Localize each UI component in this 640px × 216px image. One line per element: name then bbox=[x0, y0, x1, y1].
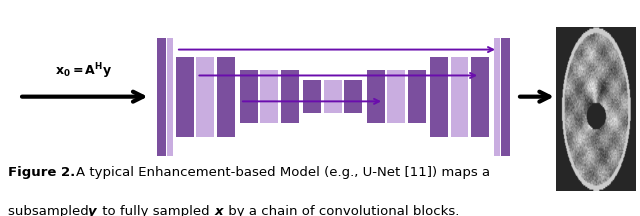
Text: by a chain of convolutional blocks.: by a chain of convolutional blocks. bbox=[224, 205, 460, 216]
Bar bbox=[176, 57, 194, 137]
Bar bbox=[281, 70, 299, 123]
Text: $\mathbf{x_0 = A^H y}$: $\mathbf{x_0 = A^H y}$ bbox=[54, 61, 112, 81]
Bar bbox=[157, 38, 166, 156]
Bar bbox=[408, 70, 426, 123]
Bar bbox=[217, 57, 235, 137]
Bar bbox=[324, 80, 342, 113]
Bar bbox=[501, 38, 510, 156]
Text: x: x bbox=[214, 205, 223, 216]
Text: to fully sampled: to fully sampled bbox=[98, 205, 214, 216]
Bar bbox=[303, 80, 321, 113]
Bar bbox=[167, 38, 173, 156]
Bar bbox=[430, 57, 448, 137]
Bar bbox=[367, 70, 385, 123]
Bar bbox=[451, 57, 468, 137]
Text: subsampled: subsampled bbox=[8, 205, 93, 216]
Bar bbox=[196, 57, 214, 137]
Bar bbox=[471, 57, 489, 137]
Bar bbox=[387, 70, 405, 123]
Bar bbox=[344, 80, 362, 113]
Bar bbox=[260, 70, 278, 123]
Text: Enhancement-Based Model: U-Net: Enhancement-Based Model: U-Net bbox=[159, 10, 481, 27]
Text: y: y bbox=[88, 205, 97, 216]
Bar bbox=[494, 38, 500, 156]
Text: A typical Enhancement-based Model (e.g., U-Net [11]) maps a: A typical Enhancement-based Model (e.g.,… bbox=[76, 166, 490, 179]
Text: Figure 2.: Figure 2. bbox=[8, 166, 75, 179]
Bar bbox=[240, 70, 258, 123]
